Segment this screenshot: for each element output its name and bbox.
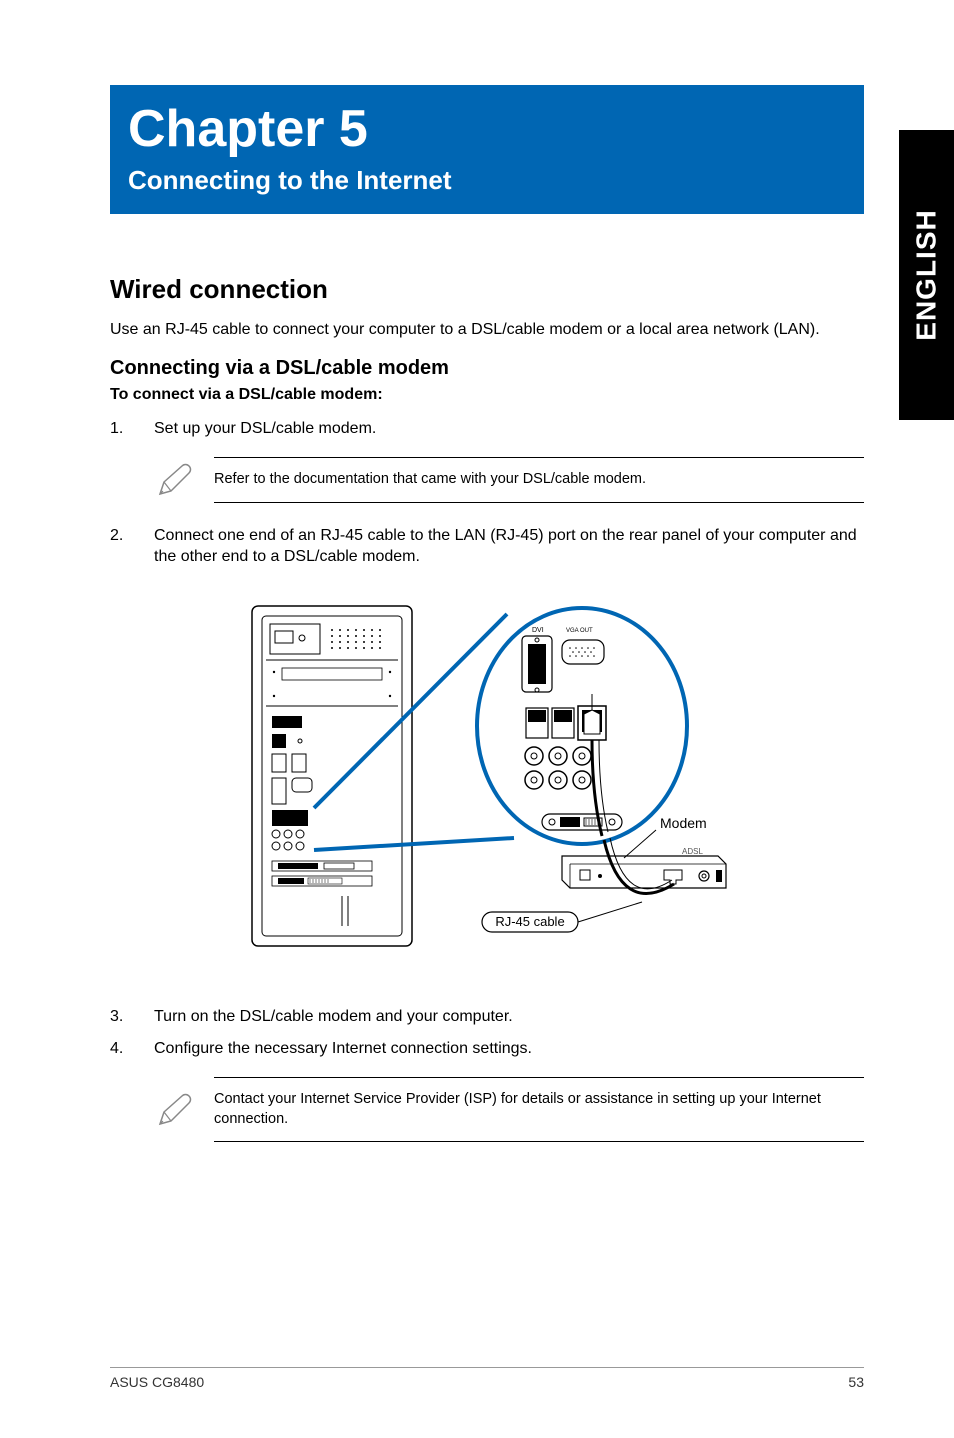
note-text: Refer to the documentation that came wit… [214,457,864,503]
pencil-icon [154,460,194,500]
step-list: 1. Set up your DSL/cable modem. [110,418,864,440]
note-block: Refer to the documentation that came wit… [154,457,864,503]
chapter-title: Chapter 5 [128,99,846,159]
step-item: 2. Connect one end of an RJ-45 cable to … [110,525,864,568]
diagram-container: DVI VGA OUT [110,596,864,956]
pencil-icon [154,1090,194,1130]
step-text: Connect one end of an RJ-45 cable to the… [154,525,864,568]
footer-page-number: 53 [848,1374,864,1390]
step-list: 3. Turn on the DSL/cable modem and your … [110,1006,864,1059]
step-text: Turn on the DSL/cable modem and your com… [154,1006,864,1028]
cable-label: RJ-45 cable [495,914,564,929]
page: ENGLISH Chapter 5 Connecting to the Inte… [0,0,954,1438]
step-number: 3. [110,1006,154,1028]
page-footer: ASUS CG8480 53 [110,1367,864,1390]
dvi-label: DVI [532,627,544,634]
step-text: Set up your DSL/cable modem. [154,418,864,440]
chapter-subtitle: Connecting to the Internet [128,165,846,196]
step-number: 1. [110,418,154,440]
connection-diagram: DVI VGA OUT [242,596,732,956]
subsection-heading: Connecting via a DSL/cable modem [110,357,864,380]
step-item: 4. Configure the necessary Internet conn… [110,1038,864,1060]
modem-brand: ADSL [682,847,703,856]
step-item: 1. Set up your DSL/cable modem. [110,418,864,440]
language-tab: ENGLISH [899,130,954,420]
step-list: 2. Connect one end of an RJ-45 cable to … [110,525,864,568]
vga-label: VGA OUT [566,628,593,634]
bold-intro: To connect via a DSL/cable modem: [110,386,864,404]
section-intro: Use an RJ-45 cable to connect your compu… [110,319,864,341]
chapter-banner: Chapter 5 Connecting to the Internet [110,85,864,214]
language-tab-label: ENGLISH [911,209,943,340]
step-text: Configure the necessary Internet connect… [154,1038,864,1060]
note-block: Contact your Internet Service Provider (… [154,1077,864,1142]
note-text: Contact your Internet Service Provider (… [214,1077,864,1142]
section-heading: Wired connection [110,274,864,305]
step-item: 3. Turn on the DSL/cable modem and your … [110,1006,864,1028]
modem-label: Modem [660,815,707,831]
step-number: 2. [110,525,154,568]
footer-model: ASUS CG8480 [110,1374,204,1390]
step-number: 4. [110,1038,154,1060]
